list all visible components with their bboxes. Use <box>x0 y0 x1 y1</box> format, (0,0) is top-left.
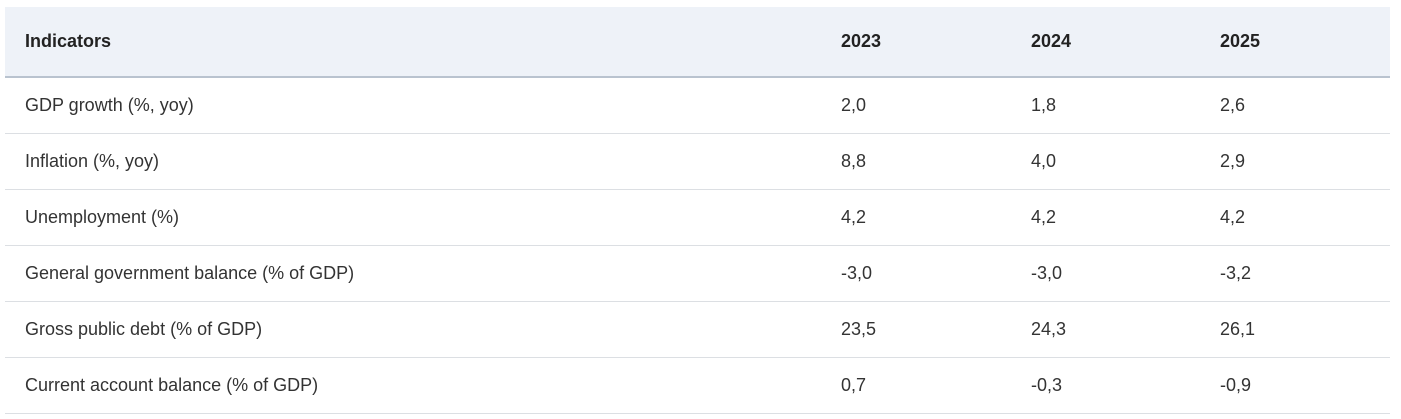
indicator-cell: GDP growth (%, yoy) <box>5 77 841 134</box>
table-body: GDP growth (%, yoy) 2,0 1,8 2,6 Inflation (%… <box>5 77 1390 414</box>
table-row: GDP growth (%, yoy) 2,0 1,8 2,6 <box>5 77 1390 134</box>
value-cell: -3,2 <box>1220 245 1390 302</box>
header-row: Indicators 2023 2024 2025 <box>5 7 1390 78</box>
value-cell: 4,0 <box>1031 133 1220 190</box>
value-cell: 24,3 <box>1031 301 1220 358</box>
value-cell: 2,9 <box>1220 133 1390 190</box>
indicator-cell: Inflation (%, yoy) <box>5 133 841 190</box>
value-cell: 0,7 <box>841 357 1031 414</box>
value-cell: -0,3 <box>1031 357 1220 414</box>
table-row: Gross public debt (% of GDP) 23,5 24,3 26,1 <box>5 301 1390 358</box>
indicator-cell: Current account balance (% of GDP) <box>5 357 841 414</box>
value-cell: 2,0 <box>841 77 1031 134</box>
header-cell: 2023 <box>841 7 1031 78</box>
table-header: Indicators 2023 2024 2025 <box>5 7 1390 78</box>
value-cell: 8,8 <box>841 133 1031 190</box>
table-row: Unemployment (%) 4,2 4,2 4,2 <box>5 189 1390 246</box>
header-cell: Indicators <box>5 7 841 78</box>
value-cell: 4,2 <box>1220 189 1390 246</box>
header-cell: 2025 <box>1220 7 1390 78</box>
table-row: Inflation (%, yoy) 8,8 4,0 2,9 <box>5 133 1390 190</box>
header-cell: 2024 <box>1031 7 1220 78</box>
indicator-cell: Gross public debt (% of GDP) <box>5 301 841 358</box>
value-cell: -3,0 <box>1031 245 1220 302</box>
value-cell: 2,6 <box>1220 77 1390 134</box>
value-cell: 4,2 <box>841 189 1031 246</box>
table-row: Current account balance (% of GDP) 0,7 -0,… <box>5 357 1390 414</box>
value-cell: -3,0 <box>841 245 1031 302</box>
indicators-table: Indicators 2023 2024 2025 GDP growth (%, yo… <box>5 7 1390 414</box>
value-cell: 23,5 <box>841 301 1031 358</box>
value-cell: 26,1 <box>1220 301 1390 358</box>
indicator-cell: General government balance (% of GDP) <box>5 245 841 302</box>
indicator-cell: Unemployment (%) <box>5 189 841 246</box>
value-cell: 1,8 <box>1031 77 1220 134</box>
table-row: General government balance (% of GDP) -3,… <box>5 245 1390 302</box>
value-cell: 4,2 <box>1031 189 1220 246</box>
value-cell: -0,9 <box>1220 357 1390 414</box>
